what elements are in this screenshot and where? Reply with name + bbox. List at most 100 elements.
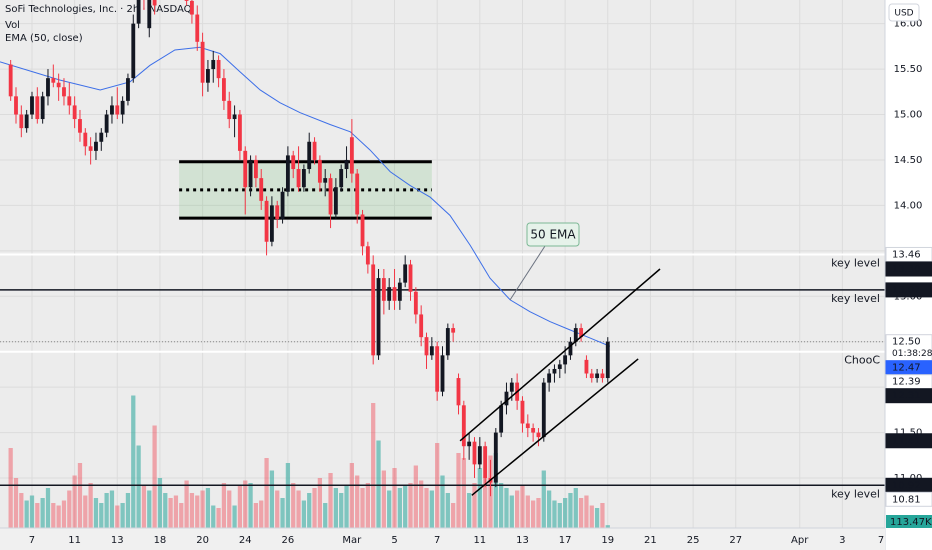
currency-box — [888, 3, 920, 22]
price-label-bg — [885, 388, 932, 404]
volume-bar — [221, 483, 227, 528]
volume-bar — [285, 463, 291, 528]
candle-body — [195, 14, 200, 42]
volume-bar — [195, 495, 200, 528]
volume-bar — [67, 490, 72, 528]
volume-bar — [589, 505, 594, 528]
candle-body — [323, 178, 328, 183]
volume-label-bg — [886, 515, 932, 528]
candle-body — [456, 378, 461, 406]
grid — [0, 0, 885, 528]
volume-bar — [339, 493, 344, 528]
volume-bar — [317, 478, 323, 528]
x-tick-label: 27 — [729, 535, 742, 546]
candles — [8, 0, 610, 497]
candle-body — [248, 159, 253, 188]
candle-body — [253, 159, 258, 179]
price-label: 12.47 — [892, 363, 921, 374]
x-tick-label: 11 — [68, 535, 81, 546]
price-label-bg — [885, 491, 932, 507]
volume-bar — [205, 488, 211, 528]
volume-bar — [584, 495, 589, 528]
volume-bar — [248, 483, 253, 528]
candle-body — [131, 23, 136, 79]
candle-body — [557, 364, 562, 369]
candle-body — [24, 114, 29, 129]
plot-area: SoFi Technologies, Inc. · 2h · NASDAQ Vo… — [0, 0, 885, 528]
candle-body — [499, 405, 504, 433]
volume-bar — [557, 503, 562, 528]
volume-bar — [227, 490, 232, 528]
candle-body — [99, 132, 104, 142]
candle-body — [190, 0, 194, 15]
volume-bar — [88, 483, 93, 528]
candle-body — [120, 100, 125, 115]
candle-body — [365, 246, 370, 265]
candle-body — [477, 446, 482, 465]
channel-line — [459, 268, 661, 442]
candle-body — [200, 41, 205, 83]
candle-body — [467, 441, 472, 447]
candle-body — [424, 337, 429, 356]
line-label: key level — [831, 487, 880, 500]
volume-bar — [344, 485, 349, 528]
volume-bar — [141, 485, 147, 528]
volume-bar — [173, 495, 179, 528]
volume-bar — [264, 458, 269, 528]
candle-body — [461, 405, 466, 447]
candle-body — [520, 400, 525, 424]
candle-body — [429, 346, 434, 356]
price-label: 11.41 — [892, 436, 921, 447]
volume-bar — [515, 490, 520, 528]
volume-bar — [259, 500, 264, 528]
volume-bar — [440, 475, 445, 528]
candle-body — [88, 146, 93, 151]
volume-bar — [189, 493, 195, 528]
candle-body — [136, 0, 141, 24]
candle-body — [509, 382, 514, 392]
candle-body — [259, 178, 264, 201]
volume-bar — [296, 490, 301, 528]
volume-bar — [483, 478, 488, 528]
volume-bar — [365, 483, 370, 528]
line-label: key level — [831, 292, 880, 305]
candle-body — [30, 96, 34, 115]
volume-bar — [93, 498, 99, 528]
volume-bar — [552, 500, 557, 528]
volume-bar — [504, 488, 509, 528]
volume-bar — [45, 488, 51, 528]
candle-body — [413, 291, 418, 315]
x-tick-label: Apr — [791, 535, 809, 546]
volume-bar — [312, 488, 317, 528]
volume-bar — [461, 458, 466, 528]
candle-body — [397, 282, 402, 301]
candle-body — [333, 187, 338, 215]
candle-body — [206, 69, 210, 83]
candle-body — [451, 328, 456, 333]
price-label: 12.39 — [892, 377, 921, 388]
axes: 11.0011.5012.0012.5013.0013.5014.0014.50… — [29, 19, 932, 546]
volume-bar — [19, 493, 24, 528]
candle-body — [275, 205, 280, 220]
volume-bar — [499, 483, 504, 528]
x-tick-label: 26 — [282, 535, 295, 546]
x-tick-label: 24 — [239, 535, 252, 546]
candle-body — [600, 373, 605, 379]
volume-bar — [568, 493, 573, 528]
volume-bar — [323, 503, 328, 528]
y-tick-label: 15.00 — [894, 110, 923, 121]
candle-body — [584, 359, 589, 374]
y-tick-label: 16.00 — [894, 19, 923, 30]
volume-bar — [451, 503, 456, 528]
candle-body — [232, 114, 237, 120]
volume-bar — [72, 475, 77, 528]
volume-label: 113.47K — [890, 517, 932, 528]
volume-bar — [35, 503, 40, 528]
volume-bar — [163, 493, 168, 528]
volume-bar — [349, 463, 354, 528]
volume-bar — [307, 493, 312, 528]
price-label: 10.81 — [892, 494, 921, 505]
volume-bar — [61, 500, 67, 528]
volume-bar — [301, 500, 307, 528]
